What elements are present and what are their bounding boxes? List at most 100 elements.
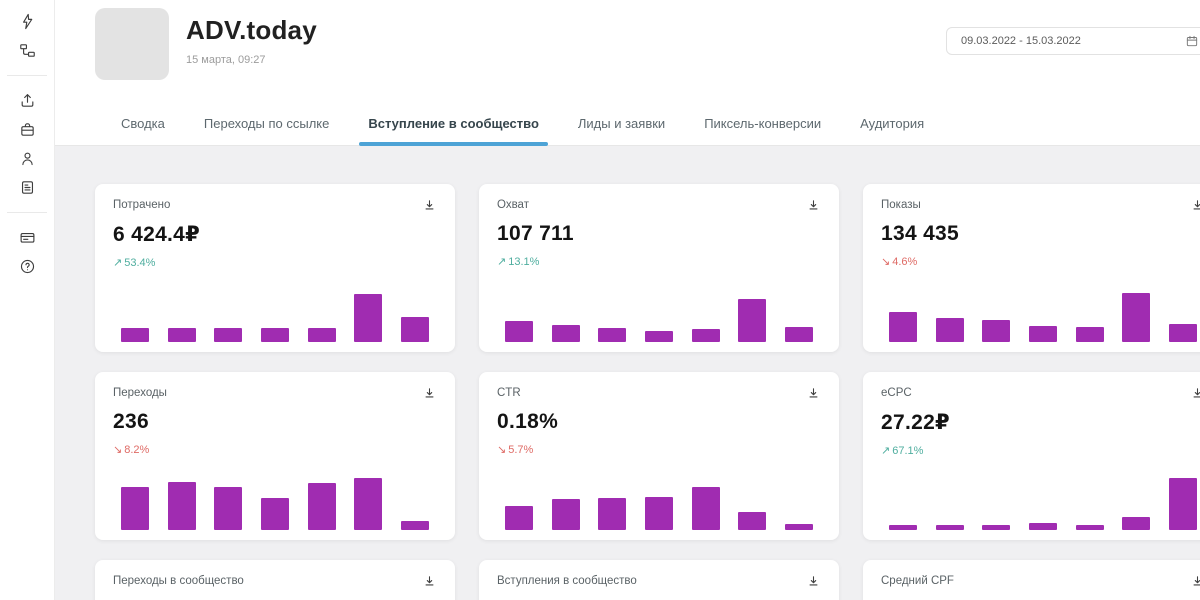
chart-bar: [260, 497, 289, 530]
trend-arrow-icon: ↗: [497, 256, 507, 268]
sitemap-icon[interactable]: [12, 36, 42, 65]
chart-bar: [598, 497, 627, 530]
briefcase-icon[interactable]: [12, 115, 42, 144]
chart-bar: [935, 317, 964, 342]
page-subtitle: 15 марта, 09:27: [186, 54, 266, 66]
metric-change: ↘ 8.2%: [113, 443, 437, 457]
chart-bar: [982, 320, 1011, 342]
download-icon[interactable]: [806, 386, 821, 401]
tab-svodka[interactable]: Сводка: [121, 116, 165, 131]
avatar: [95, 8, 169, 80]
chart-bar: [400, 521, 429, 530]
chart-bar: [214, 486, 243, 530]
metric-change: ↘ 4.6%: [881, 255, 1200, 269]
download-icon[interactable]: [1190, 574, 1200, 589]
cards-grid: Потрачено 6 424.4₽ ↗ 53.4% Охват 107 711 …: [95, 184, 1200, 600]
mini-bar-chart: [881, 473, 1200, 530]
tab-piksel-konversii[interactable]: Пиксель-конверсии: [704, 116, 822, 131]
metric-card-pokazy: Показы 134 435 ↘ 4.6%: [863, 184, 1200, 352]
tab-vstuplenie-v-soobshchestvo[interactable]: Вступление в сообщество: [359, 116, 548, 146]
metric-change: ↘ 5.7%: [497, 443, 821, 457]
mini-bar-chart: [113, 285, 437, 342]
chart-bar: [1168, 477, 1197, 530]
chart-bar: [598, 327, 627, 342]
download-icon[interactable]: [422, 386, 437, 401]
chart-bar: [400, 316, 429, 342]
chart-bar: [691, 328, 720, 342]
chart-bar: [982, 524, 1011, 530]
chart-bar: [1168, 324, 1197, 342]
chart-bar: [784, 524, 813, 530]
metric-card-vstupleniya-v-soobshchestvo: Вступления в сообщество: [479, 560, 839, 600]
card-title: Средний CPF: [881, 575, 954, 587]
chart-bar: [551, 498, 580, 530]
help-icon[interactable]: [12, 252, 42, 281]
metric-value: 236: [113, 410, 149, 433]
metric-change: ↗ 53.4%: [113, 256, 437, 270]
metric-change: ↗ 67.1%: [881, 444, 1200, 458]
download-icon[interactable]: [1190, 386, 1200, 401]
chart-bar: [1075, 326, 1104, 342]
chart-bar: [260, 328, 289, 342]
metric-change-value: 4.6%: [892, 255, 918, 268]
card-title: Переходы в сообщество: [113, 575, 244, 587]
chart-bar: [644, 496, 673, 530]
tab-auditoriya[interactable]: Аудитория: [860, 116, 925, 131]
chart-bar: [307, 483, 336, 530]
card-title: Вступления в сообщество: [497, 575, 637, 587]
mini-bar-chart: [881, 285, 1200, 342]
card-title: Потрачено: [113, 199, 171, 211]
sidebar-divider: [7, 212, 47, 213]
chart-bar: [1122, 292, 1151, 342]
download-icon[interactable]: [806, 198, 821, 213]
metric-card-ctr: CTR 0.18% ↘ 5.7%: [479, 372, 839, 540]
metric-card-ohvat: Охват 107 711 ↗ 13.1%: [479, 184, 839, 352]
main-area: ADV.today 15 марта, 09:27 09.03.2022 - 1…: [55, 0, 1200, 600]
header-text: ADV.today 15 марта, 09:27: [186, 15, 317, 66]
chart-bar: [307, 328, 336, 342]
chart-bar: [1075, 524, 1104, 530]
metric-change-value: 8.2%: [124, 443, 150, 456]
chart-bar: [1122, 516, 1151, 530]
download-icon[interactable]: [422, 198, 437, 213]
metric-change-value: 13.1%: [508, 255, 540, 268]
content: Потрачено 6 424.4₽ ↗ 53.4% Охват 107 711 …: [55, 146, 1200, 600]
chart-bar: [354, 293, 383, 342]
download-icon[interactable]: [806, 574, 821, 589]
metric-card-perehody: Переходы 236 ↘ 8.2%: [95, 372, 455, 540]
card-title: Показы: [881, 199, 921, 211]
metric-change-value: 67.1%: [892, 444, 924, 457]
chart-bar: [691, 486, 720, 530]
download-icon[interactable]: [1190, 198, 1200, 213]
lightning-icon[interactable]: [12, 7, 42, 36]
credit-card-icon[interactable]: [12, 223, 42, 252]
header: ADV.today 15 марта, 09:27 09.03.2022 - 1…: [55, 0, 1200, 100]
chart-bar: [505, 505, 533, 530]
chart-bar: [167, 481, 196, 530]
tab-perehody-po-ssylke[interactable]: Переходы по ссылке: [203, 116, 330, 131]
upload-icon[interactable]: [12, 86, 42, 115]
chart-bar: [644, 331, 673, 342]
metric-value: 27.22₽: [881, 411, 950, 434]
metric-card-potracheno: Потрачено 6 424.4₽ ↗ 53.4%: [95, 184, 455, 352]
trend-arrow-icon: ↗: [881, 445, 891, 457]
mini-bar-chart: [497, 473, 821, 530]
metric-value: 107 711: [497, 222, 574, 245]
page-title: ADV.today: [186, 15, 317, 45]
metric-value: 134 435: [881, 222, 960, 245]
metric-change: ↗ 13.1%: [497, 255, 821, 269]
card-title: Охват: [497, 199, 529, 211]
chart-bar: [889, 524, 917, 530]
chart-bar: [784, 326, 813, 342]
chart-bar: [1028, 523, 1057, 530]
date-range-input[interactable]: 09.03.2022 - 15.03.2022: [946, 27, 1200, 55]
metric-card-perehody-v-soobshchestvo: Переходы в сообщество: [95, 560, 455, 600]
user-icon[interactable]: [12, 144, 42, 173]
document-icon[interactable]: [12, 173, 42, 202]
tab-lidy-i-zayavki[interactable]: Лиды и заявки: [577, 116, 666, 131]
trend-arrow-icon: ↗: [113, 257, 123, 269]
chart-bar: [935, 524, 964, 530]
chart-bar: [551, 325, 580, 342]
download-icon[interactable]: [422, 574, 437, 589]
chart-bar: [505, 320, 533, 342]
